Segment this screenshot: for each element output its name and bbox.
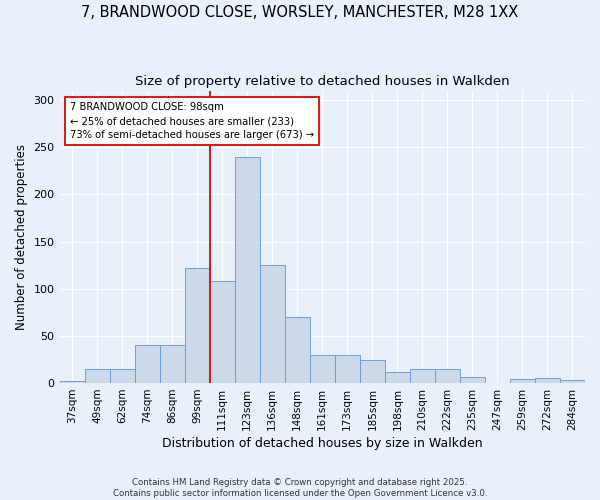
Bar — [510, 380, 535, 383]
Y-axis label: Number of detached properties: Number of detached properties — [15, 144, 28, 330]
Bar — [310, 355, 335, 383]
Bar — [335, 355, 360, 383]
Bar — [260, 265, 285, 383]
Bar — [59, 381, 85, 383]
Bar — [134, 346, 160, 383]
Text: 7, BRANDWOOD CLOSE, WORSLEY, MANCHESTER, M28 1XX: 7, BRANDWOOD CLOSE, WORSLEY, MANCHESTER,… — [82, 5, 518, 20]
Bar — [360, 360, 385, 383]
Text: 7 BRANDWOOD CLOSE: 98sqm
← 25% of detached houses are smaller (233)
73% of semi-: 7 BRANDWOOD CLOSE: 98sqm ← 25% of detach… — [70, 102, 314, 141]
Bar — [110, 369, 134, 383]
Bar — [185, 268, 209, 383]
Bar — [460, 378, 485, 383]
Bar — [285, 317, 310, 383]
Bar — [535, 378, 560, 383]
X-axis label: Distribution of detached houses by size in Walkden: Distribution of detached houses by size … — [162, 437, 482, 450]
Title: Size of property relative to detached houses in Walkden: Size of property relative to detached ho… — [135, 75, 509, 88]
Bar — [235, 156, 260, 383]
Bar — [560, 380, 585, 383]
Bar — [385, 372, 410, 383]
Bar — [209, 281, 235, 383]
Bar — [410, 369, 435, 383]
Bar — [85, 369, 110, 383]
Text: Contains HM Land Registry data © Crown copyright and database right 2025.
Contai: Contains HM Land Registry data © Crown c… — [113, 478, 487, 498]
Bar — [435, 369, 460, 383]
Bar — [160, 346, 185, 383]
